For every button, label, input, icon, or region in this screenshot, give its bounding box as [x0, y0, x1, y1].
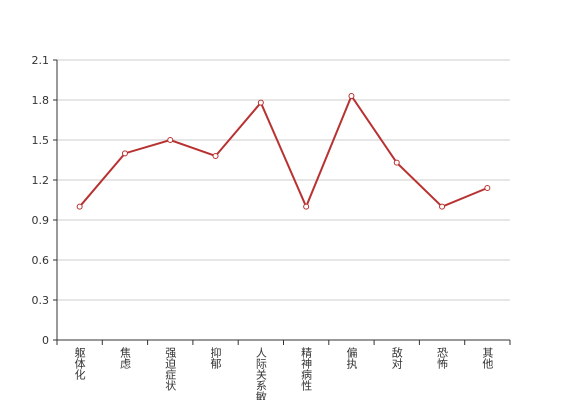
- point: [303, 203, 310, 210]
- x-tick-label: 强迫症状: [164, 347, 177, 391]
- point: [212, 153, 219, 159]
- y-tick-label: 0.3: [32, 294, 50, 307]
- y-tick-label: 1.5: [32, 134, 50, 147]
- y-tick-label: 1.8: [32, 94, 50, 107]
- point: [121, 150, 128, 157]
- y-tick-label: 1.2: [32, 174, 50, 187]
- point: [439, 203, 446, 210]
- x-tick-label: 人际关系敏感: [254, 347, 267, 400]
- point: [393, 159, 400, 166]
- point: [76, 203, 83, 210]
- x-tick-label: 恐怖: [436, 347, 449, 369]
- y-tick-label: 0.6: [32, 254, 50, 267]
- point: [257, 99, 264, 106]
- x-tick-label: 敌对: [390, 346, 403, 369]
- line: [78, 93, 488, 210]
- x-tick-label: 躯体化: [73, 347, 86, 381]
- x-tick-label: 焦虑: [118, 347, 131, 369]
- x-tick-label: 偏执: [345, 346, 358, 370]
- x-tick-label: 其他: [481, 347, 494, 369]
- point: [484, 185, 491, 191]
- y-tick-label: 0: [42, 334, 49, 347]
- point: [167, 137, 174, 143]
- x-tick-label: 精神病性: [300, 347, 313, 392]
- x-tick-label: 抑郁: [209, 346, 222, 369]
- y-tick-label: 0.9: [32, 214, 50, 227]
- y-tick-label: 2.1: [32, 54, 50, 67]
- point: [348, 93, 355, 99]
